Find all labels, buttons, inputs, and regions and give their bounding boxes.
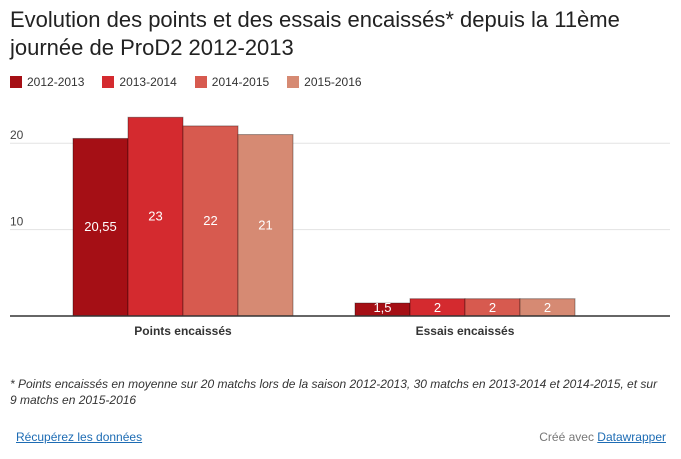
footnote: * Points encaissés en moyenne sur 20 mat… — [10, 377, 658, 407]
datawrapper-link[interactable]: Datawrapper — [597, 430, 666, 444]
credit-prefix: Créé avec — [539, 430, 594, 444]
bar — [237, 134, 294, 317]
bar — [72, 137, 129, 317]
legend-item: 2013-2014 — [102, 75, 177, 89]
bar-value-label: 20,55 — [84, 219, 117, 234]
y-tick-label: 20 — [10, 128, 24, 142]
bar-value-label: 21 — [258, 217, 272, 232]
legend-swatch — [194, 76, 207, 88]
bar-value-label: 2 — [544, 300, 551, 315]
legend: 2012-2013 2013-2014 2014-2015 2015-2016 — [10, 75, 362, 89]
bar-value-label: 23 — [148, 209, 162, 224]
legend-label: 2013-2014 — [119, 75, 177, 89]
bar — [127, 116, 184, 317]
legend-swatch — [287, 76, 300, 88]
legend-swatch — [102, 76, 115, 88]
credit: Créé avec Datawrapper — [539, 430, 666, 444]
download-data-link[interactable]: Récupérez les données — [16, 430, 143, 444]
legend-swatch — [10, 76, 22, 88]
x-category-label: Points encaissés — [134, 324, 232, 338]
legend-item: 2015-2016 — [287, 75, 362, 89]
bar-value-label: 22 — [203, 213, 217, 228]
legend-label: 2014-2015 — [211, 75, 270, 89]
bar — [182, 125, 239, 317]
legend-item: 2014-2015 — [194, 75, 270, 89]
x-category-label: Essais encaissés — [416, 324, 515, 338]
legend-item: 2012-2013 — [10, 75, 84, 89]
legend-label: 2012-2013 — [27, 75, 85, 89]
chart-title: Evolution des points et des essais encai… — [10, 7, 620, 60]
legend-label: 2015-2016 — [304, 75, 362, 89]
y-tick-label: 10 — [10, 215, 24, 229]
bar-value-label: 1,5 — [373, 300, 391, 315]
bar-value-label: 2 — [489, 300, 496, 315]
bar-value-label: 2 — [434, 300, 441, 315]
